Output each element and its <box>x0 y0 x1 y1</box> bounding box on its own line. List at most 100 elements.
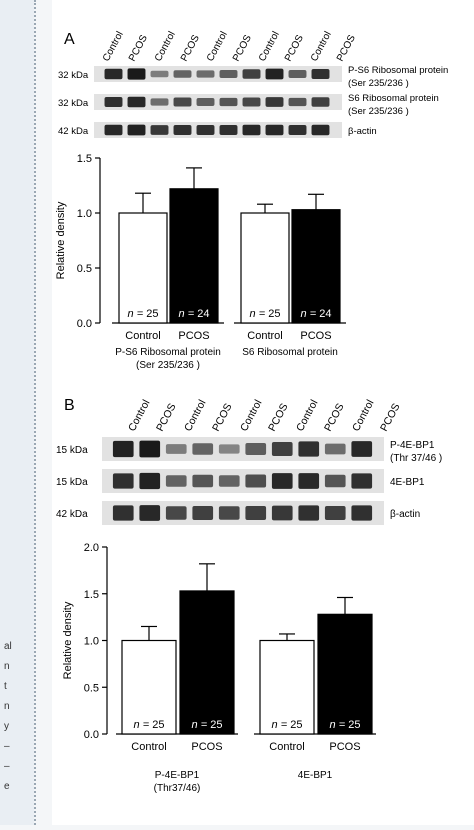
n-label-prefix: n = <box>272 719 291 731</box>
blot-band <box>139 505 161 521</box>
lane-label-control: Control <box>182 398 208 434</box>
kda-label: 15 kDa <box>56 477 88 488</box>
bar-pcos <box>169 188 219 324</box>
n-label: n = 25 <box>192 719 223 731</box>
blot-band <box>288 124 307 136</box>
lane-label-control: Control <box>205 30 230 64</box>
blot-band <box>139 440 161 458</box>
blot-band <box>218 506 240 520</box>
blot-band <box>112 440 134 458</box>
lane-label-control: Control <box>309 30 334 64</box>
side-text-fragment: al <box>4 641 12 652</box>
lane-label-pcos: PCOS <box>179 33 202 63</box>
y-tick-label: 1.0 <box>77 208 92 220</box>
blot-band <box>242 124 261 136</box>
y-axis-title: Relative density <box>62 601 74 679</box>
panel-a-blots: 32 kDa P-S6 Ribosomal protein (Ser 235/236… <box>58 65 448 138</box>
n-label: n = 25 <box>330 719 361 731</box>
n-label: n = 25 <box>272 719 303 731</box>
panel-a-lane-labels: Control PCOS Control PCOS Control PCOS Control… <box>101 30 358 64</box>
lane-label-control: Control <box>126 398 152 434</box>
x-tick-label: Control <box>247 330 282 342</box>
kda-label: 15 kDa <box>56 445 88 456</box>
protein-label: β-actin <box>390 509 420 520</box>
y-axis-title: Relative density <box>55 201 67 279</box>
blot-band <box>245 474 267 488</box>
blot-band <box>192 505 214 521</box>
y-tick-label: 0.5 <box>77 263 92 275</box>
blot-band <box>173 124 192 136</box>
lane-label-control: Control <box>153 30 178 64</box>
bar-control <box>240 212 290 324</box>
blot-band <box>288 70 307 78</box>
y-tick-label: 1.5 <box>84 589 99 601</box>
lane-label-pcos: PCOS <box>322 401 347 433</box>
blot-band <box>196 124 215 136</box>
group-label: S6 Ribosomal protein <box>242 347 338 358</box>
protein-label: 4E-BP1 <box>390 477 425 488</box>
x-tick-label: Control <box>131 741 166 753</box>
blot-band <box>288 97 307 107</box>
blot-band <box>192 443 214 455</box>
kda-label: 42 kDa <box>56 509 88 520</box>
protein-label-line2: (Thr 37/46 ) <box>390 453 442 464</box>
n-label: n = 25 <box>250 308 281 320</box>
protein-label-line2: (Ser 235/236 ) <box>348 106 409 117</box>
blot-band <box>165 475 187 487</box>
panel-a: A Control PCOS Control PCOS Control PCOS Contr… <box>55 30 448 371</box>
group-label: 4E-BP1 <box>298 770 333 781</box>
blot-band <box>173 70 192 78</box>
blot-band <box>311 124 330 136</box>
y-tick-label: 2.0 <box>84 542 99 554</box>
blot-band <box>324 443 346 455</box>
blot-band <box>150 98 169 106</box>
bar-pcos <box>179 590 235 735</box>
blot-band <box>324 505 346 521</box>
n-label: n = 24 <box>301 308 332 320</box>
figure-canvas: A Control PCOS Control PCOS Control PCOS Contr… <box>55 30 448 794</box>
lane-label-pcos: PCOS <box>127 33 150 63</box>
n-label-value: 25 <box>210 719 222 731</box>
blot-band <box>242 97 261 107</box>
blot-band <box>298 505 320 521</box>
blot-band <box>196 98 215 106</box>
n-label-value: 25 <box>146 308 158 320</box>
n-label: n = 24 <box>179 308 210 320</box>
n-label-value: 25 <box>268 308 280 320</box>
left-margin-strip: al n t n y – – e <box>0 0 34 825</box>
y-tick-label: 0.5 <box>84 682 99 694</box>
n-label-value: 24 <box>197 308 209 320</box>
blot-band <box>165 506 187 520</box>
n-label-prefix: n = <box>128 308 147 320</box>
blot-band <box>218 444 240 454</box>
lane-label-pcos: PCOS <box>266 401 291 433</box>
x-tick-label: PCOS <box>191 741 222 753</box>
blot-band <box>173 97 192 107</box>
kda-label: 42 kDa <box>58 126 89 137</box>
blot-band <box>245 443 267 455</box>
lane-label-control: Control <box>294 398 320 434</box>
blot-band <box>219 97 238 107</box>
lane-label-pcos: PCOS <box>154 401 179 433</box>
blot-band <box>271 473 293 489</box>
n-label-value: 25 <box>152 719 164 731</box>
blot-band <box>127 96 146 108</box>
blot-band <box>242 69 261 79</box>
blot-band <box>196 70 215 78</box>
blot-band <box>298 473 320 489</box>
blot-band <box>150 125 169 135</box>
blot-band <box>104 68 123 80</box>
n-label-prefix: n = <box>134 719 153 731</box>
lane-label-pcos: PCOS <box>283 33 306 63</box>
blot-band <box>192 474 214 488</box>
blot-band <box>351 505 373 521</box>
n-label-prefix: n = <box>250 308 269 320</box>
blot-band <box>271 441 293 457</box>
n-label-prefix: n = <box>179 308 198 320</box>
blot-band <box>351 473 373 489</box>
figure-panel: A Control PCOS Control PCOS Control PCOS Contr… <box>52 0 474 825</box>
group-label: P-4E-BP1 <box>155 770 200 781</box>
blot-band <box>311 68 330 80</box>
panel-b-blots: 15 kDa P-4E-BP1 (Thr 37/46 ) 15 kDa 4E-BP1 42… <box>56 437 442 525</box>
side-text-fragment: n <box>4 701 10 712</box>
